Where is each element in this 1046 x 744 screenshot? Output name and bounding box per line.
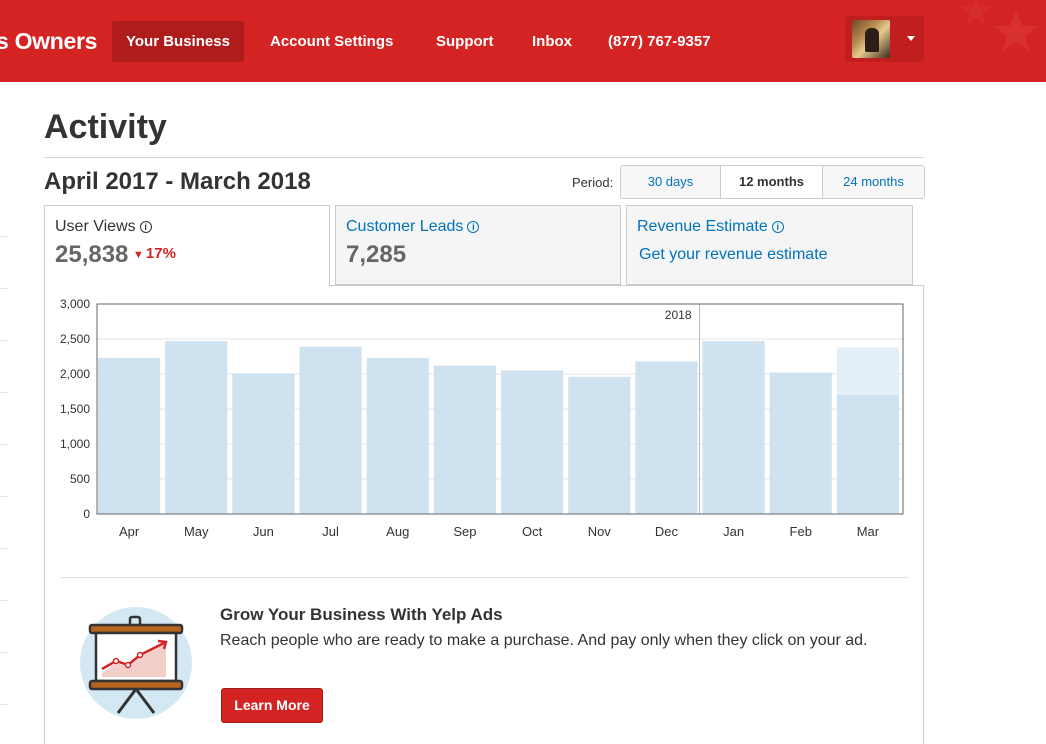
x-tick-label: Oct — [522, 524, 543, 539]
tab-customer-leads[interactable]: Customer Leads i 7,285 — [335, 205, 621, 285]
period-24-months[interactable]: 24 months — [823, 166, 924, 198]
left-sidebar-edge — [0, 236, 8, 736]
period-30-days[interactable]: 30 days — [621, 166, 721, 198]
arrow-down-icon: ▼ — [133, 249, 144, 261]
metric-value: 7,285 — [346, 241, 407, 268]
tab-revenue-estimate[interactable]: Revenue Estimate i Get your revenue estim… — [626, 205, 913, 285]
bar — [98, 357, 161, 514]
divider — [44, 157, 924, 158]
metric-value: 25,838 — [55, 241, 129, 268]
promo-title: Grow Your Business With Yelp Ads — [220, 605, 503, 624]
period-12-months[interactable]: 12 months — [721, 166, 823, 198]
divider — [60, 577, 909, 578]
x-tick-label: Aug — [386, 524, 409, 539]
x-tick-label: Feb — [790, 524, 812, 539]
x-tick-label: Mar — [857, 524, 880, 539]
y-tick-label: 1,500 — [60, 402, 90, 416]
x-tick-label: Apr — [119, 524, 140, 539]
y-tick-label: 3,000 — [60, 297, 90, 311]
x-tick-label: Dec — [655, 524, 679, 539]
info-icon[interactable]: i — [771, 221, 784, 233]
tab-title: User Views i — [55, 218, 152, 236]
tab-user-views[interactable]: User Views i 25,838 ▼ 17% — [44, 205, 330, 286]
presentation-board-icon — [80, 607, 192, 719]
info-icon[interactable]: i — [467, 221, 480, 233]
x-tick-label: Sep — [453, 524, 476, 539]
top-nav-bar: s Owners Your Business Account Settings … — [0, 0, 1046, 82]
nav-account-settings[interactable]: Account Settings — [270, 33, 394, 50]
y-tick-label: 2,500 — [60, 332, 90, 346]
x-tick-label: May — [184, 524, 209, 539]
bar — [433, 365, 496, 514]
bar — [232, 373, 295, 514]
plot-frame — [96, 303, 904, 515]
tab-title: Revenue Estimate i — [637, 218, 784, 236]
bar — [836, 395, 899, 514]
views-bar-chart: 0 500 1,000 1,500 2,000 2,500 3,000 Apr May Jun Ju… — [60, 297, 904, 539]
stars-decoration — [960, 0, 1039, 52]
x-tick-label: Nov — [588, 524, 612, 539]
x-tick-label: Jun — [253, 524, 274, 539]
bar — [769, 372, 832, 514]
y-tick-label: 0 — [83, 507, 90, 521]
bar — [568, 376, 631, 514]
learn-more-button[interactable]: Learn More — [221, 688, 323, 723]
bar — [366, 357, 429, 514]
x-tick-label: Jan — [723, 524, 744, 539]
user-menu-button[interactable] — [845, 16, 924, 62]
period-label: Period: — [572, 175, 614, 190]
avatar — [852, 20, 890, 58]
chevron-down-icon — [907, 36, 915, 41]
nav-inbox[interactable]: Inbox — [532, 33, 572, 50]
tab-title: Customer Leads i — [346, 218, 480, 236]
date-range: April 2017 - March 2018 — [44, 168, 311, 195]
y-tick-label: 500 — [70, 472, 90, 486]
trend-badge: ▼ 17% — [133, 245, 176, 262]
year-marker-label: 2018 — [665, 308, 692, 322]
nav-your-business[interactable]: Your Business — [112, 21, 244, 62]
bar — [501, 370, 564, 514]
y-tick-label: 1,000 — [60, 437, 90, 451]
nav-support[interactable]: Support — [436, 33, 494, 50]
info-icon[interactable]: i — [139, 221, 152, 233]
bar — [165, 341, 228, 514]
bar — [299, 346, 362, 514]
period-selector: 30 days 12 months 24 months — [620, 165, 925, 199]
y-tick-label: 2,000 — [60, 367, 90, 381]
promo-body: Reach people who are ready to make a pur… — [220, 632, 868, 649]
brand-title[interactable]: s Owners — [0, 28, 98, 54]
page-title: Activity — [44, 108, 167, 146]
bar — [635, 361, 698, 514]
x-tick-label: Jul — [322, 524, 339, 539]
revenue-estimate-link[interactable]: Get your revenue estimate — [639, 246, 828, 263]
nav-phone[interactable]: (877) 767-9357 — [608, 33, 711, 50]
bar — [702, 341, 765, 514]
